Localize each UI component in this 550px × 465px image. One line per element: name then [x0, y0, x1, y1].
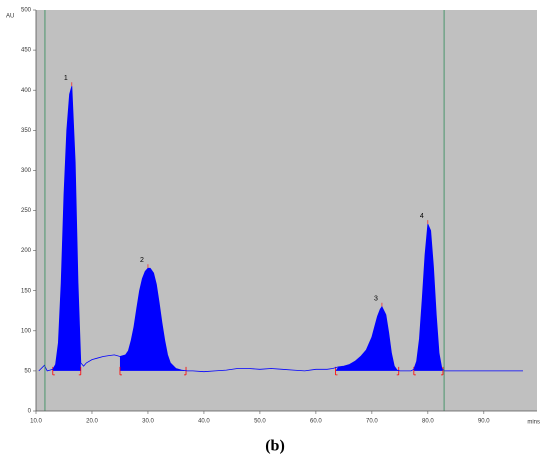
peak-area: [52, 86, 81, 371]
peak-label: 2: [140, 257, 144, 264]
peak-label: 3: [374, 296, 378, 303]
trace-line: [38, 86, 524, 373]
peak-area: [413, 224, 443, 371]
peak-area: [335, 306, 399, 371]
y-tick-label: 0: [28, 409, 32, 415]
y-tick-label: 250: [21, 208, 32, 214]
y-tick-label: 100: [21, 328, 32, 334]
integration-mark: [119, 366, 122, 376]
integration-mark: [52, 366, 55, 376]
x-tick-label: 10.0: [30, 419, 42, 425]
integration-mark: [78, 366, 82, 376]
y-tick-label: 350: [21, 128, 32, 134]
peak-label: 4: [420, 213, 424, 220]
y-tick-label: 500: [21, 8, 32, 14]
y-tick-label: 300: [21, 168, 32, 174]
x-tick-label: 80.0: [422, 419, 434, 425]
caption: (b): [265, 438, 285, 455]
x-axis-label: mins: [527, 420, 540, 426]
x-tick-label: 30.0: [142, 419, 154, 425]
x-tick-label: 40.0: [198, 419, 210, 425]
y-tick-label: 150: [21, 288, 32, 294]
y-tick-label: 50: [24, 368, 31, 374]
x-tick-label: 60.0: [310, 419, 322, 425]
y-tick-label: 400: [21, 88, 32, 94]
y-tick-label: 200: [21, 248, 32, 254]
plot-background: [36, 10, 537, 411]
axes: [35, 10, 537, 412]
peak-area: [119, 268, 187, 371]
x-tick-label: 70.0: [366, 419, 378, 425]
x-tick-label: 90.0: [478, 419, 490, 425]
x-tick-label: 20.0: [86, 419, 98, 425]
y-axis-label: AU: [6, 14, 14, 20]
y-tick-label: 450: [21, 48, 32, 54]
integration-mark: [440, 366, 444, 376]
x-tick-label: 50.0: [254, 419, 266, 425]
integration-mark: [335, 366, 338, 376]
peak-label: 1: [64, 75, 68, 82]
